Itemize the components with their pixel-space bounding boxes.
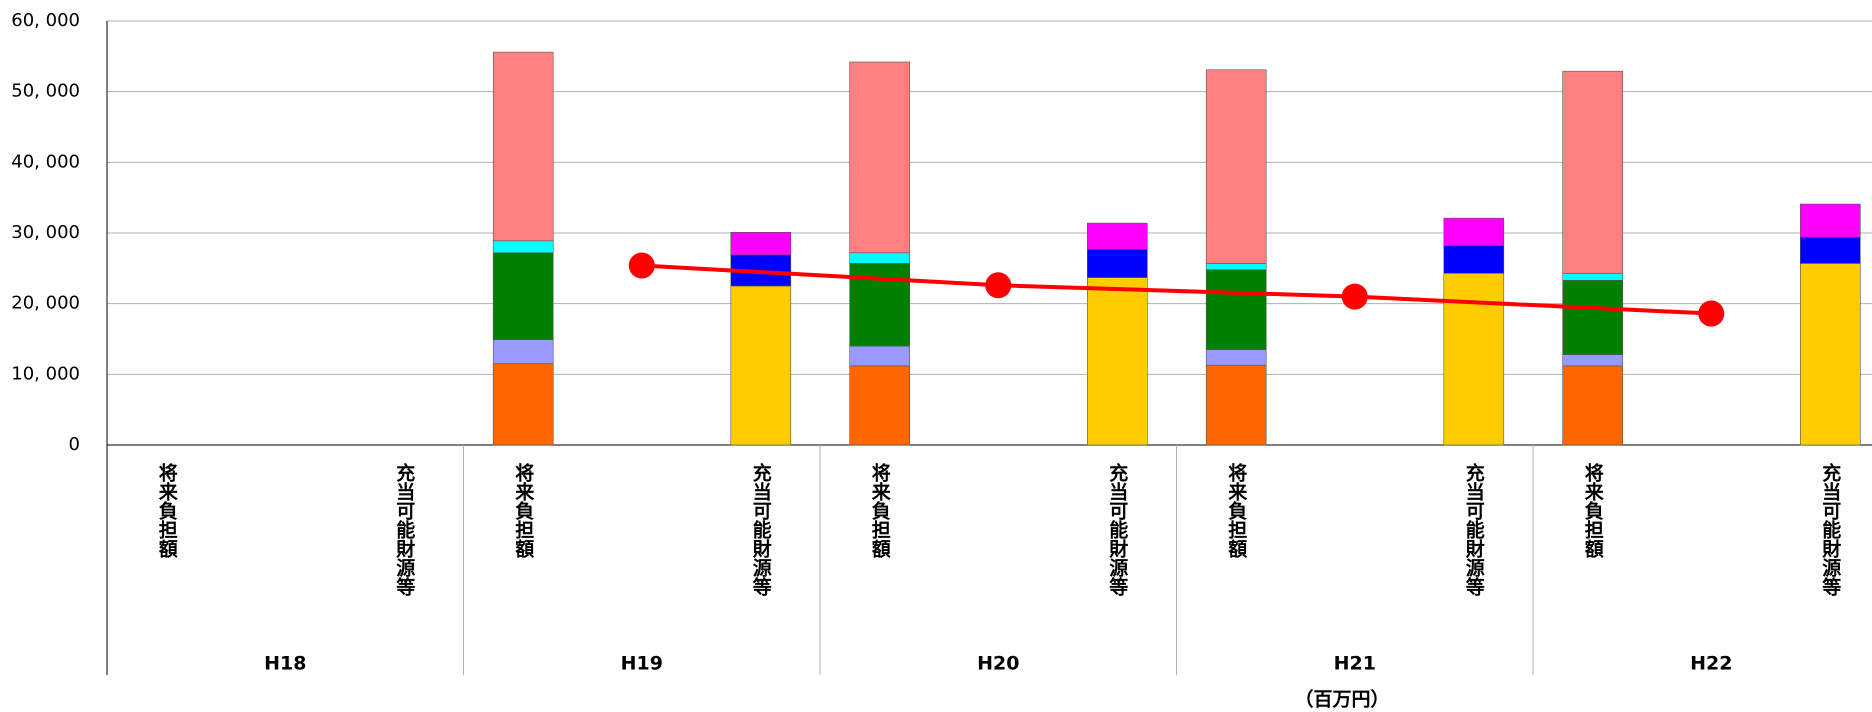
- x-tick-label: 将来負担額: [1582, 462, 1604, 559]
- group-label: H22: [1690, 653, 1732, 675]
- bar-segment: [1443, 217, 1505, 247]
- y-tick-label: 30, 000: [11, 222, 80, 243]
- line-marker: [1698, 300, 1725, 327]
- bar-segment: [849, 345, 911, 367]
- bar-segment: [1205, 364, 1267, 446]
- bar-segment: [1800, 263, 1861, 446]
- bar-segment: [1087, 222, 1148, 250]
- x-tick-label: 充当可能財源等: [1819, 462, 1842, 596]
- x-tick-label: 充当可能財源等: [750, 462, 773, 596]
- x-tick-label: 将来負担額: [512, 462, 534, 559]
- x-tick-label: 将来負担額: [1225, 462, 1247, 559]
- bar-segment: [492, 240, 554, 254]
- bar-segment: [1443, 245, 1505, 274]
- bar-segment: [492, 339, 554, 365]
- y-tick-label: 60, 000: [11, 10, 80, 31]
- bar-segment: [1800, 203, 1861, 238]
- y-tick-label: 0: [69, 434, 80, 455]
- bar-segment: [1205, 69, 1267, 264]
- y-tick-label: 50, 000: [11, 81, 80, 102]
- bar-segment: [1205, 349, 1267, 366]
- bar-segment: [1443, 272, 1505, 446]
- bar-segment: [492, 252, 554, 341]
- y-tick-label: 10, 000: [11, 363, 80, 384]
- line-marker: [1341, 283, 1368, 310]
- bar-segment: [492, 51, 554, 242]
- bar-segment: [1562, 280, 1623, 355]
- x-tick-label: 充当可能財源等: [1106, 462, 1129, 596]
- bar-segment: [1800, 236, 1861, 264]
- bar-segment: [1562, 70, 1623, 274]
- y-tick-label: 40, 000: [11, 151, 80, 172]
- group-label: H19: [621, 653, 663, 675]
- group-label: H21: [1334, 653, 1376, 675]
- bar-segment: [730, 285, 792, 446]
- x-tick-label: 将来負担額: [869, 462, 891, 559]
- bar-segment: [1205, 269, 1267, 350]
- bar-segment: [849, 252, 911, 264]
- bar-segment: [1562, 272, 1623, 281]
- line-marker: [628, 252, 655, 279]
- bar-segment: [1087, 277, 1148, 446]
- x-tick-label: 充当可能財源等: [1463, 462, 1486, 596]
- x-tick-label: 充当可能財源等: [393, 462, 416, 596]
- x-tick-label: 将来負担額: [156, 462, 178, 559]
- unit-label: （百万円）: [1294, 688, 1389, 711]
- bar-segment: [1562, 354, 1623, 367]
- bar-segment: [492, 363, 554, 446]
- bar-segment: [1087, 248, 1148, 278]
- line-marker: [985, 272, 1012, 299]
- line: [641, 263, 1712, 316]
- bar-segment: [849, 61, 911, 254]
- bar-segment: [849, 365, 911, 446]
- group-label: H20: [977, 653, 1019, 675]
- group-label: H18: [264, 653, 306, 675]
- bar-segment: [1562, 365, 1623, 446]
- y-tick-label: 20, 000: [11, 293, 80, 314]
- bar-segment: [1205, 263, 1267, 271]
- bar-segment: [730, 231, 792, 256]
